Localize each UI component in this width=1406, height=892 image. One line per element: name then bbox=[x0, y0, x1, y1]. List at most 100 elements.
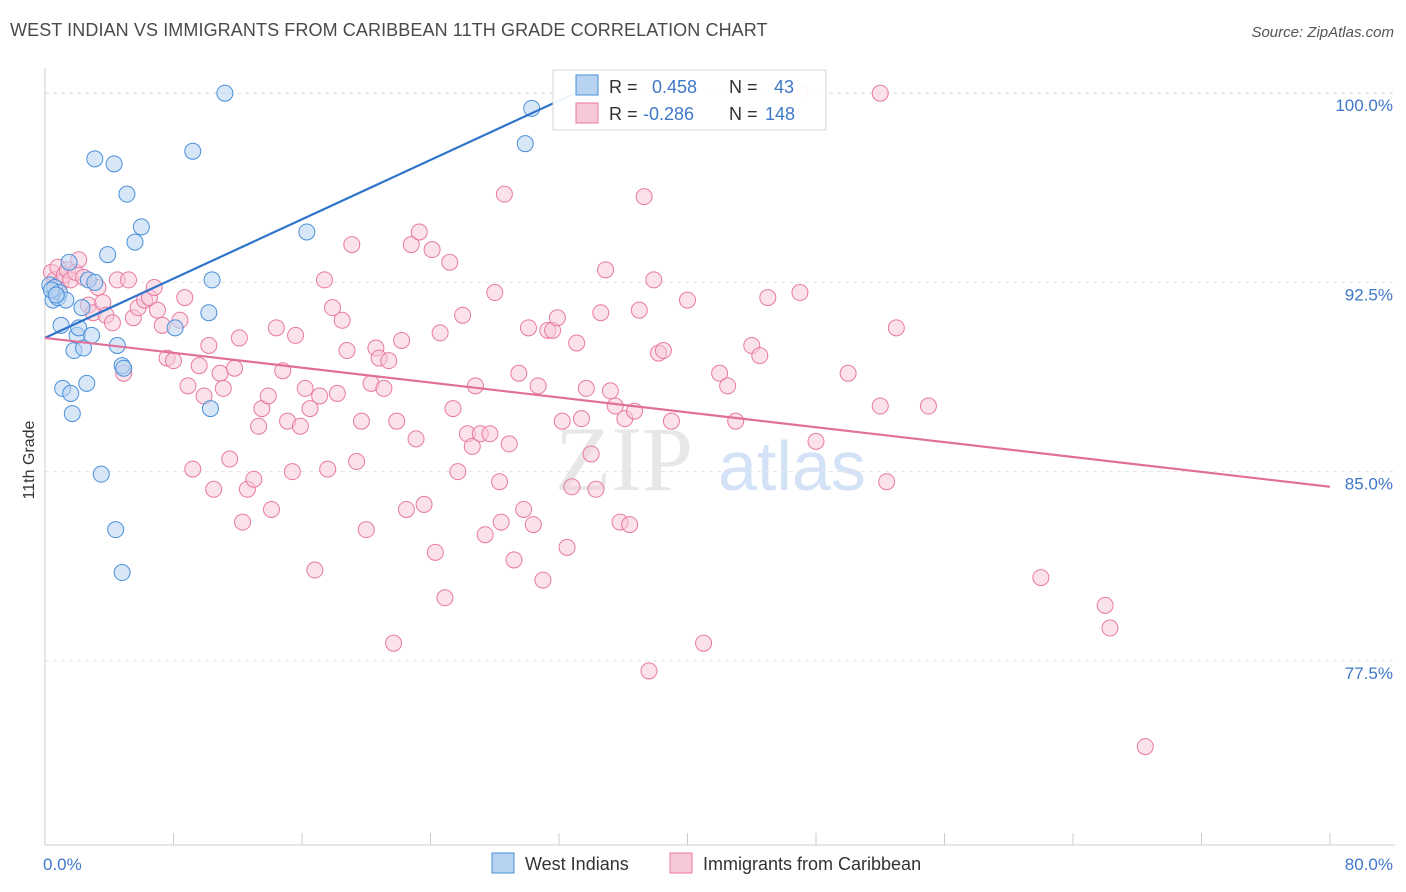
point-immigrants-from-caribbean bbox=[296, 379, 314, 397]
point-west-indians bbox=[92, 465, 110, 483]
point-immigrants-from-caribbean bbox=[407, 430, 425, 448]
stats-r-label-blue: R = bbox=[609, 77, 638, 97]
point-west-indians bbox=[60, 253, 78, 271]
trend-line-immigrants-from-caribbean bbox=[44, 336, 1331, 488]
point-west-indians bbox=[298, 223, 316, 241]
bottom-legend: West Indians Immigrants from Caribbean bbox=[491, 852, 921, 874]
point-immigrants-from-caribbean bbox=[466, 377, 484, 395]
point-west-indians bbox=[115, 359, 133, 377]
point-immigrants-from-caribbean bbox=[375, 379, 393, 397]
point-immigrants-from-caribbean bbox=[324, 299, 342, 317]
point-immigrants-from-caribbean bbox=[558, 538, 576, 556]
point-immigrants-from-caribbean bbox=[410, 223, 428, 241]
legend-label-west-indians: West Indians bbox=[525, 854, 629, 874]
point-immigrants-from-caribbean bbox=[357, 521, 375, 539]
point-immigrants-from-caribbean bbox=[259, 387, 277, 405]
point-immigrants-from-caribbean bbox=[338, 342, 356, 360]
point-immigrants-from-caribbean bbox=[385, 634, 403, 652]
y-tick-label: 100.0% bbox=[1335, 96, 1393, 115]
point-immigrants-from-caribbean bbox=[524, 516, 542, 534]
point-immigrants-from-caribbean bbox=[426, 543, 444, 561]
point-west-indians bbox=[63, 405, 81, 423]
stats-n-label-pink: N = bbox=[729, 104, 758, 124]
x-tick-label-min: 0.0% bbox=[43, 855, 82, 874]
point-immigrants-from-caribbean bbox=[1101, 619, 1119, 637]
point-immigrants-from-caribbean bbox=[444, 400, 462, 418]
point-immigrants-from-caribbean bbox=[402, 236, 420, 254]
point-immigrants-from-caribbean bbox=[495, 185, 513, 203]
point-immigrants-from-caribbean bbox=[510, 364, 528, 382]
legend-swatch-immigrants-from-caribbean bbox=[669, 852, 693, 874]
point-immigrants-from-caribbean bbox=[606, 397, 624, 415]
point-immigrants-from-caribbean bbox=[449, 463, 467, 481]
point-immigrants-from-caribbean bbox=[572, 410, 590, 428]
point-immigrants-from-caribbean bbox=[587, 480, 605, 498]
series-west-indians bbox=[41, 84, 541, 582]
point-immigrants-from-caribbean bbox=[301, 400, 319, 418]
point-immigrants-from-caribbean bbox=[306, 561, 324, 579]
point-immigrants-from-caribbean bbox=[234, 513, 252, 531]
point-immigrants-from-caribbean bbox=[397, 500, 415, 518]
point-immigrants-from-caribbean bbox=[592, 304, 610, 322]
stats-r-label-pink: R = bbox=[609, 104, 638, 124]
point-immigrants-from-caribbean bbox=[621, 516, 639, 534]
point-immigrants-from-caribbean bbox=[839, 364, 857, 382]
point-immigrants-from-caribbean bbox=[791, 284, 809, 302]
point-immigrants-from-caribbean bbox=[476, 526, 494, 544]
point-immigrants-from-caribbean bbox=[211, 364, 229, 382]
point-immigrants-from-caribbean bbox=[388, 412, 406, 430]
point-west-indians bbox=[216, 84, 234, 102]
legend-label-immigrants-from-caribbean: Immigrants from Caribbean bbox=[703, 854, 921, 874]
point-immigrants-from-caribbean bbox=[352, 412, 370, 430]
point-immigrants-from-caribbean bbox=[328, 384, 346, 402]
point-immigrants-from-caribbean bbox=[1136, 738, 1154, 756]
y-tick-label: 92.5% bbox=[1345, 285, 1393, 304]
point-immigrants-from-caribbean bbox=[441, 253, 459, 271]
y-tick-labels: 77.5% 85.0% 92.5% 100.0% bbox=[1335, 96, 1393, 683]
point-immigrants-from-caribbean bbox=[343, 236, 361, 254]
point-west-indians bbox=[203, 271, 221, 289]
point-immigrants-from-caribbean bbox=[190, 357, 208, 375]
point-immigrants-from-caribbean bbox=[423, 241, 441, 259]
x-ticks bbox=[44, 833, 1331, 845]
point-immigrants-from-caribbean bbox=[431, 324, 449, 342]
point-immigrants-from-caribbean bbox=[492, 513, 510, 531]
point-immigrants-from-caribbean bbox=[630, 301, 648, 319]
point-west-indians bbox=[83, 326, 101, 344]
point-immigrants-from-caribbean bbox=[577, 379, 595, 397]
point-immigrants-from-caribbean bbox=[719, 377, 737, 395]
point-immigrants-from-caribbean bbox=[267, 319, 285, 337]
point-west-indians bbox=[47, 286, 65, 304]
point-west-indians bbox=[132, 218, 150, 236]
point-west-indians bbox=[166, 319, 184, 337]
point-immigrants-from-caribbean bbox=[711, 364, 729, 382]
point-immigrants-from-caribbean bbox=[679, 291, 696, 309]
point-immigrants-from-caribbean bbox=[635, 188, 653, 206]
point-west-indians bbox=[73, 299, 91, 317]
point-immigrants-from-caribbean bbox=[214, 379, 232, 397]
point-immigrants-from-caribbean bbox=[887, 319, 905, 337]
chart-source: Source: ZipAtlas.com bbox=[1251, 24, 1394, 41]
point-immigrants-from-caribbean bbox=[311, 387, 329, 405]
y-tick-label: 85.0% bbox=[1345, 475, 1393, 494]
point-immigrants-from-caribbean bbox=[1032, 569, 1050, 587]
point-immigrants-from-caribbean bbox=[221, 450, 239, 468]
point-immigrants-from-caribbean bbox=[529, 377, 547, 395]
point-immigrants-from-caribbean bbox=[283, 463, 301, 481]
point-west-indians bbox=[86, 273, 104, 291]
point-immigrants-from-caribbean bbox=[645, 271, 663, 289]
point-west-indians bbox=[99, 246, 117, 264]
point-immigrants-from-caribbean bbox=[597, 261, 615, 279]
trend-line-west-indians bbox=[44, 92, 576, 339]
point-immigrants-from-caribbean bbox=[582, 445, 600, 463]
point-immigrants-from-caribbean bbox=[333, 311, 351, 329]
point-west-indians bbox=[126, 233, 144, 251]
point-immigrants-from-caribbean bbox=[463, 437, 481, 455]
point-immigrants-from-caribbean bbox=[179, 377, 197, 395]
stats-r-value-blue: 0.458 bbox=[652, 77, 697, 97]
point-immigrants-from-caribbean bbox=[176, 289, 194, 307]
stats-n-value-blue: 43 bbox=[774, 77, 794, 97]
point-west-indians bbox=[78, 374, 96, 392]
point-immigrants-from-caribbean bbox=[348, 453, 366, 471]
